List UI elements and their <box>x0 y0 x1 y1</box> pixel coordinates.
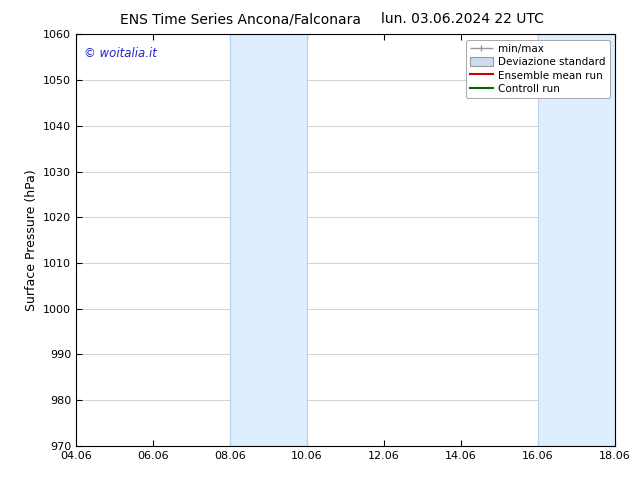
Bar <box>538 34 615 446</box>
Text: lun. 03.06.2024 22 UTC: lun. 03.06.2024 22 UTC <box>382 12 544 26</box>
Y-axis label: Surface Pressure (hPa): Surface Pressure (hPa) <box>25 169 37 311</box>
Text: ENS Time Series Ancona/Falconara: ENS Time Series Ancona/Falconara <box>120 12 361 26</box>
Bar <box>230 34 307 446</box>
Legend: min/max, Deviazione standard, Ensemble mean run, Controll run: min/max, Deviazione standard, Ensemble m… <box>466 40 610 98</box>
Text: © woitalia.it: © woitalia.it <box>84 47 157 60</box>
